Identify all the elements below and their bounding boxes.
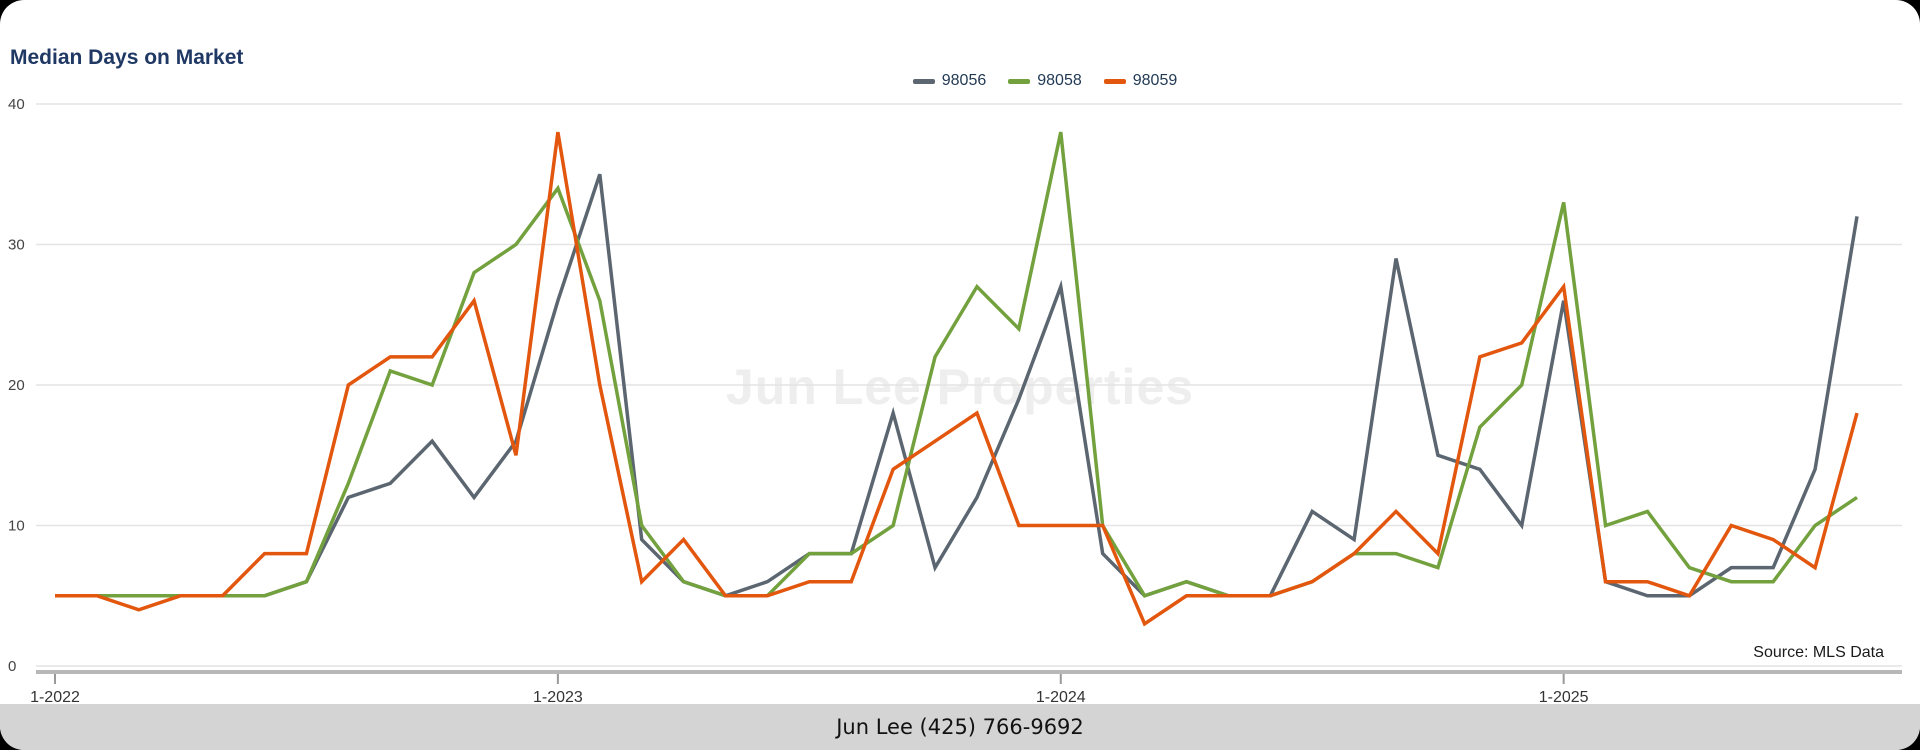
y-tick-label: 10 <box>8 518 25 535</box>
footer-contact: Jun Lee (425) 766-9692 <box>836 715 1084 739</box>
legend-item-98056[interactable]: 98056 <box>912 72 987 90</box>
x-tick-label: 1-2025 <box>1539 689 1589 706</box>
legend-label-98058: 98058 <box>1037 72 1082 89</box>
legend-item-98059[interactable]: 98059 <box>1103 72 1178 90</box>
legend-swatch-98059 <box>1103 78 1126 84</box>
series-line-98058 <box>55 131 1858 598</box>
legend-label-98056: 98056 <box>941 72 987 89</box>
y-tick-label: 0 <box>8 658 16 675</box>
x-tick-label: 1-2024 <box>1036 689 1086 706</box>
source-label: Source: MLS Data <box>1753 644 1884 661</box>
legend-swatch-98058 <box>1008 78 1031 84</box>
y-tick-label: 20 <box>8 377 25 394</box>
footer-bar: Jun Lee (425) 766-9692 <box>0 704 1920 750</box>
chart-title: Median Days on Market <box>10 46 244 69</box>
legend-label-98059: 98059 <box>1132 72 1178 89</box>
series-line-98059 <box>55 131 1859 627</box>
legend-swatch-98056 <box>912 78 935 84</box>
chart-legend: 98056 98058 98059 <box>0 72 1920 90</box>
series-line-98056 <box>55 173 1859 598</box>
y-tick-label: 30 <box>8 237 25 254</box>
legend-item-98058[interactable]: 98058 <box>1008 72 1082 90</box>
y-tick-label: 40 <box>8 96 25 113</box>
x-tick-label: 1-2023 <box>533 689 583 706</box>
x-tick-label: 1-2022 <box>30 689 80 706</box>
